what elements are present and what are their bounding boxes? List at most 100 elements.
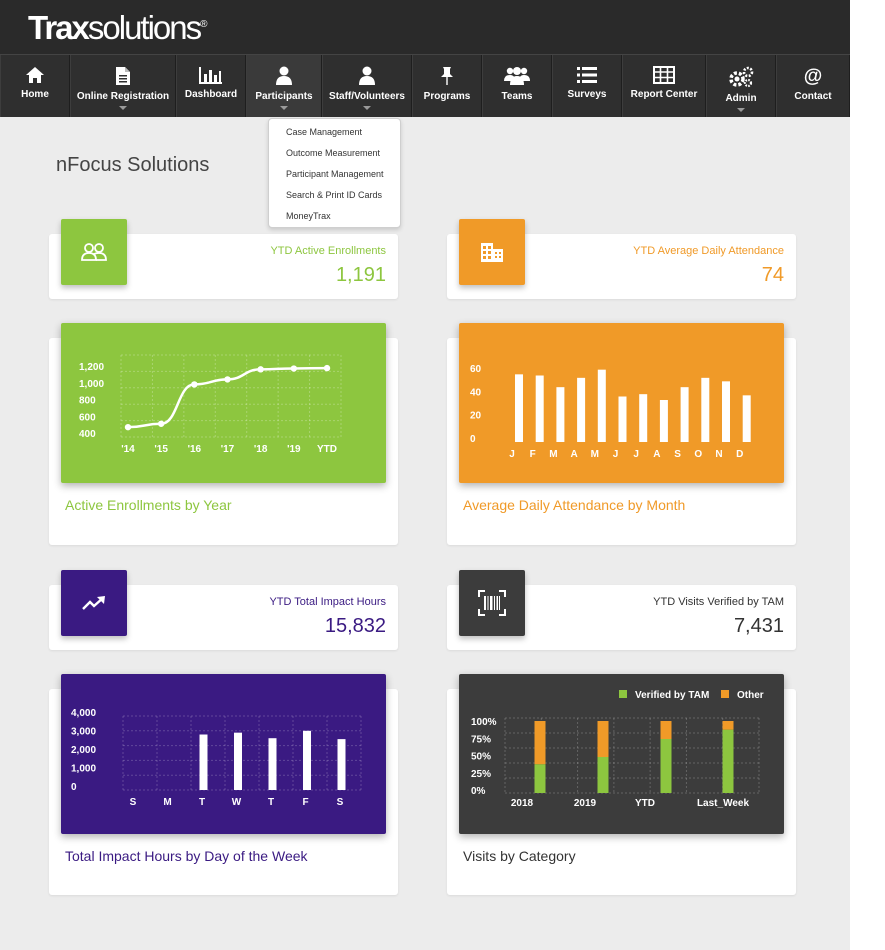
- x-tick-label: O: [694, 449, 702, 460]
- bar: [515, 374, 523, 442]
- x-tick-label: 2019: [574, 798, 597, 809]
- visits-stacked-bar-chart: 100% 75% 50% 25% 0% 2018 2019 YTD Last_Week Verif…: [459, 674, 784, 834]
- bar: [199, 734, 208, 790]
- x-tick-label: A: [570, 449, 577, 460]
- menu-item-search-print-id-cards[interactable]: Search & Print ID Cards: [286, 190, 383, 200]
- chart-svg: 60 40 20 0 J F M A M J J A S O N D: [470, 364, 751, 460]
- x-tick-label: '16: [188, 444, 202, 455]
- y-tick-label: 100%: [471, 717, 497, 728]
- main-nav: Home Online Registration Dashboard Particip…: [0, 54, 850, 117]
- nav-item-surveys[interactable]: Surveys: [552, 55, 622, 117]
- nav-item-contact[interactable]: @ Contact: [776, 55, 850, 117]
- y-tick-label: 1,200: [79, 362, 104, 373]
- data-point: [323, 364, 331, 372]
- stat-label: YTD Average Daily Attendance: [633, 245, 784, 257]
- nav-item-home[interactable]: Home: [0, 55, 70, 117]
- traxsolutions-logo[interactable]: Traxsolutions®: [28, 9, 208, 46]
- chart-title: Visits by Category: [463, 848, 576, 864]
- x-tick-label: 2018: [511, 798, 534, 809]
- bar: [337, 739, 346, 790]
- nav-item-dashboard[interactable]: Dashboard: [176, 55, 246, 117]
- nav-item-staff-volunteers[interactable]: Staff/Volunteers: [322, 55, 412, 117]
- stat-value: 15,832: [324, 615, 386, 637]
- x-tick-label: '17: [221, 444, 235, 455]
- page: Traxsolutions® Home Online Registration Da…: [0, 0, 850, 950]
- y-tick-label: 20: [470, 411, 482, 422]
- nav-item-teams[interactable]: Teams: [482, 55, 552, 117]
- building-icon: [459, 219, 525, 285]
- x-tick-label: M: [591, 449, 599, 460]
- y-tick-label: 25%: [471, 769, 491, 780]
- nav-label: Programs: [423, 91, 471, 102]
- y-tick-label: 50%: [471, 752, 491, 763]
- data-point: [157, 420, 165, 427]
- bar: [639, 394, 648, 442]
- nav-item-online-registration[interactable]: Online Registration: [70, 55, 176, 117]
- x-tick-label: T: [199, 797, 205, 808]
- person-icon: [275, 66, 293, 86]
- bar: [659, 400, 668, 442]
- caret-down-icon: [363, 106, 371, 110]
- nav-label: Participants: [255, 91, 313, 102]
- x-tick-label: D: [736, 449, 743, 460]
- nav-label: Dashboard: [184, 89, 238, 100]
- data-point: [224, 376, 231, 383]
- y-tick-label: 0: [71, 782, 77, 793]
- data-point: [257, 366, 264, 373]
- x-tick-label: M: [549, 449, 557, 460]
- stat-value: 74: [761, 264, 784, 286]
- bar-segment: [534, 764, 546, 793]
- menu-item-case-management[interactable]: Case Management: [286, 127, 363, 137]
- bar-segment: [722, 721, 734, 730]
- nav-label: Teams: [501, 91, 533, 102]
- x-tick-label: '15: [154, 444, 168, 455]
- gears-icon: [728, 66, 754, 88]
- x-tick-label: A: [653, 449, 660, 460]
- menu-item-moneytrax[interactable]: MoneyTrax: [286, 211, 331, 221]
- bar-segment: [660, 721, 672, 739]
- stat-card-attendance: YTD Average Daily Attendance 74: [447, 234, 796, 299]
- y-tick-label: 40: [470, 387, 482, 398]
- document-icon: [115, 66, 131, 86]
- bar: [577, 377, 586, 442]
- person-icon: [358, 66, 376, 86]
- impact-bar-chart: 4,000 3,000 2,000 1,000 0 S M T W T F S: [61, 674, 386, 834]
- data-point: [124, 423, 132, 431]
- legend-swatch: [619, 690, 627, 698]
- x-tick-label: YTD: [317, 444, 337, 455]
- legend-swatch: [721, 690, 729, 698]
- bar: [742, 395, 751, 442]
- top-bar: Traxsolutions®: [0, 0, 850, 54]
- chart-svg: 4,000 3,000 2,000 1,000 0 S M T W T F S: [71, 708, 362, 808]
- caret-down-icon: [737, 108, 745, 112]
- x-tick-label: W: [232, 797, 242, 808]
- x-tick-label: Last_Week: [697, 798, 750, 809]
- chart-title: Total Impact Hours by Day of the Week: [65, 848, 308, 864]
- nav-item-admin[interactable]: Admin: [706, 55, 776, 117]
- grid-icon: [653, 66, 675, 84]
- stat-value: 1,191: [335, 264, 386, 286]
- participants-dropdown-menu: Case Management Outcome Measurement Partic…: [268, 118, 401, 228]
- nav-item-report-center[interactable]: Report Center: [622, 55, 706, 117]
- chart-svg: 1,200 1,000 800 600 400 '14 '15 '16 '17 '18 '19 YTD: [79, 354, 342, 455]
- nav-label: Staff/Volunteers: [329, 91, 405, 102]
- bar: [618, 396, 627, 442]
- caret-down-icon: [280, 106, 288, 110]
- x-tick-label: '18: [254, 444, 268, 455]
- menu-item-participant-management[interactable]: Participant Management: [286, 169, 384, 179]
- nav-item-programs[interactable]: Programs: [412, 55, 482, 117]
- x-tick-label: T: [268, 797, 274, 808]
- y-tick-label: 75%: [471, 734, 491, 745]
- nav-label: Report Center: [630, 89, 698, 100]
- x-tick-label: YTD: [635, 798, 655, 809]
- nav-label: Surveys: [567, 89, 607, 100]
- chart-title: Average Daily Attendance by Month: [463, 497, 686, 513]
- nav-item-participants[interactable]: Participants: [246, 55, 322, 117]
- bar: [535, 375, 544, 442]
- x-tick-label: '19: [287, 444, 301, 455]
- svg-text:@: @: [804, 66, 823, 86]
- trending-up-icon: [61, 570, 127, 636]
- x-tick-label: F: [302, 797, 308, 808]
- x-tick-label: N: [715, 449, 722, 460]
- menu-item-outcome-measurement[interactable]: Outcome Measurement: [286, 148, 381, 158]
